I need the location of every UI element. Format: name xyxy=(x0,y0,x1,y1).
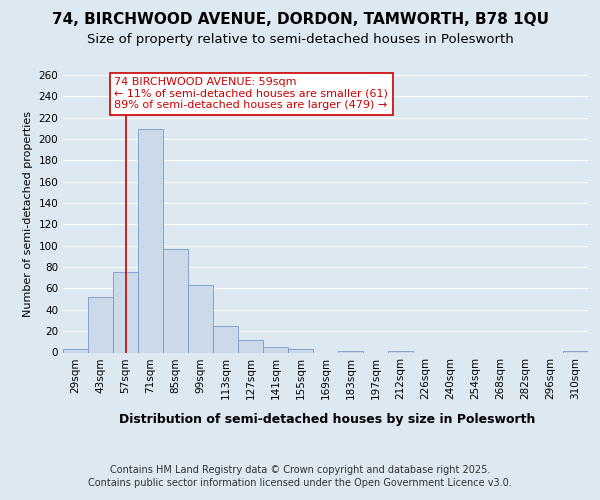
Text: Contains HM Land Registry data © Crown copyright and database right 2025.: Contains HM Land Registry data © Crown c… xyxy=(110,465,490,475)
Bar xyxy=(213,326,238,352)
Bar xyxy=(263,347,288,352)
Bar xyxy=(88,297,113,352)
Text: Contains public sector information licensed under the Open Government Licence v3: Contains public sector information licen… xyxy=(88,478,512,488)
Text: Distribution of semi-detached houses by size in Polesworth: Distribution of semi-detached houses by … xyxy=(119,412,535,426)
Text: 74, BIRCHWOOD AVENUE, DORDON, TAMWORTH, B78 1QU: 74, BIRCHWOOD AVENUE, DORDON, TAMWORTH, … xyxy=(52,12,548,28)
Bar xyxy=(63,350,88,352)
Bar xyxy=(188,286,213,352)
Bar xyxy=(113,272,138,352)
Bar xyxy=(288,350,313,352)
Bar xyxy=(138,130,163,352)
Text: Size of property relative to semi-detached houses in Polesworth: Size of property relative to semi-detach… xyxy=(86,32,514,46)
Bar xyxy=(163,249,188,352)
Y-axis label: Number of semi-detached properties: Number of semi-detached properties xyxy=(23,111,33,317)
Bar xyxy=(238,340,263,352)
Text: 74 BIRCHWOOD AVENUE: 59sqm
← 11% of semi-detached houses are smaller (61)
89% of: 74 BIRCHWOOD AVENUE: 59sqm ← 11% of semi… xyxy=(114,77,388,110)
